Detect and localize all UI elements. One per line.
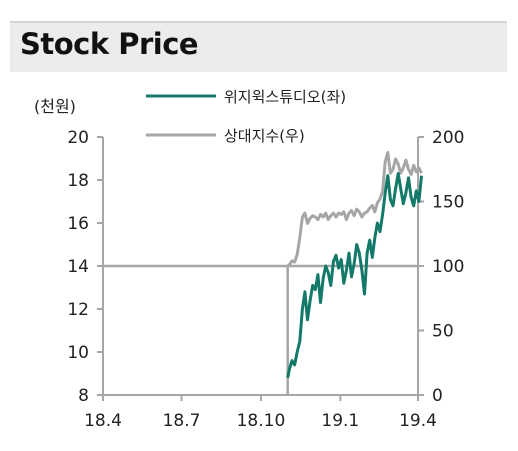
right-axis-tick-label: 0 (432, 386, 443, 406)
axes (97, 136, 424, 401)
x-axis-tick-label: 18.4 (84, 411, 122, 431)
left-axis-tick-label: 16 (67, 214, 89, 234)
x-axis-tick-label: 18.7 (163, 411, 201, 431)
x-axis-tick-label: 19.1 (321, 411, 359, 431)
left-axis-tick-label: 12 (67, 300, 89, 320)
x-axis-tick-label: 19.4 (399, 411, 437, 431)
right-axis-tick-label: 150 (432, 193, 464, 213)
left-axis-tick-label: 18 (67, 171, 89, 191)
chart-title: Stock Price (20, 27, 199, 61)
right-axis-tick-label: 100 (432, 257, 464, 277)
legend-label-relative-index: 상대지수(우) (224, 127, 305, 145)
title-bar: Stock Price (10, 21, 507, 72)
right-axis-tick-label: 50 (432, 322, 454, 342)
right-axis-tick-label: 200 (432, 128, 464, 148)
series-lines (286, 151, 423, 379)
series-line-relative-index (286, 151, 423, 268)
legend-label-stock: 위지윅스튜디오(좌) (224, 88, 346, 106)
left-axis-tick-label: 8 (78, 386, 89, 406)
x-axis-tick-label: 18.10 (237, 411, 286, 431)
left-axis-tick-label: 10 (67, 343, 89, 363)
series-line-stock (286, 172, 423, 379)
left-axis-tick-label: 20 (67, 128, 89, 148)
left-axis-tick-label: 14 (67, 257, 89, 277)
legend: 위지윅스튜디오(좌) 상대지수(우) (146, 88, 346, 145)
left-axis-unit-label: (천원) (34, 97, 76, 116)
